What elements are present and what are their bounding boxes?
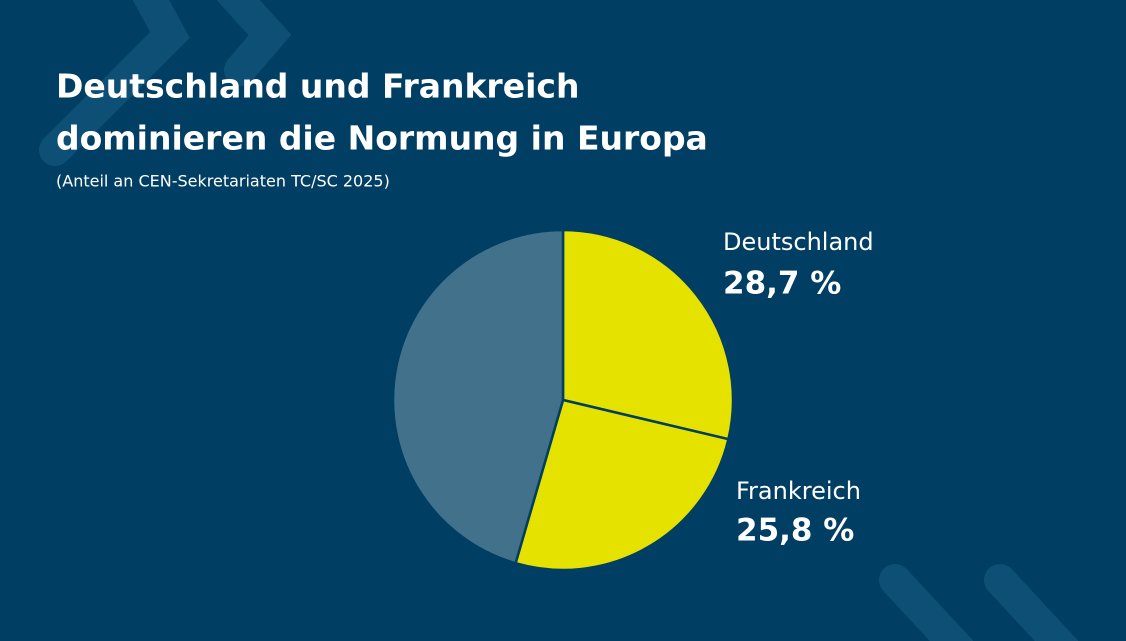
pie-slice <box>561 228 735 441</box>
decoration <box>39 0 1079 641</box>
chart-title: Deutschland und Frankreich <box>56 67 579 106</box>
value-label: 25,8 % <box>736 513 854 549</box>
value-label: 28,7 % <box>723 266 841 302</box>
chevron <box>879 564 974 641</box>
slice-label: Frankreich <box>736 477 861 505</box>
chevron <box>984 564 1079 641</box>
chart-subtitle: (Anteil an CEN-Sekretariaten TC/SC 2025) <box>56 172 390 191</box>
pie-slice <box>514 398 730 572</box>
slice-label: Deutschland <box>723 228 874 256</box>
chevron <box>216 0 292 86</box>
pie-slice <box>391 228 565 565</box>
chart-title: dominieren die Normung in Europa <box>56 119 708 158</box>
chevron <box>39 0 190 166</box>
